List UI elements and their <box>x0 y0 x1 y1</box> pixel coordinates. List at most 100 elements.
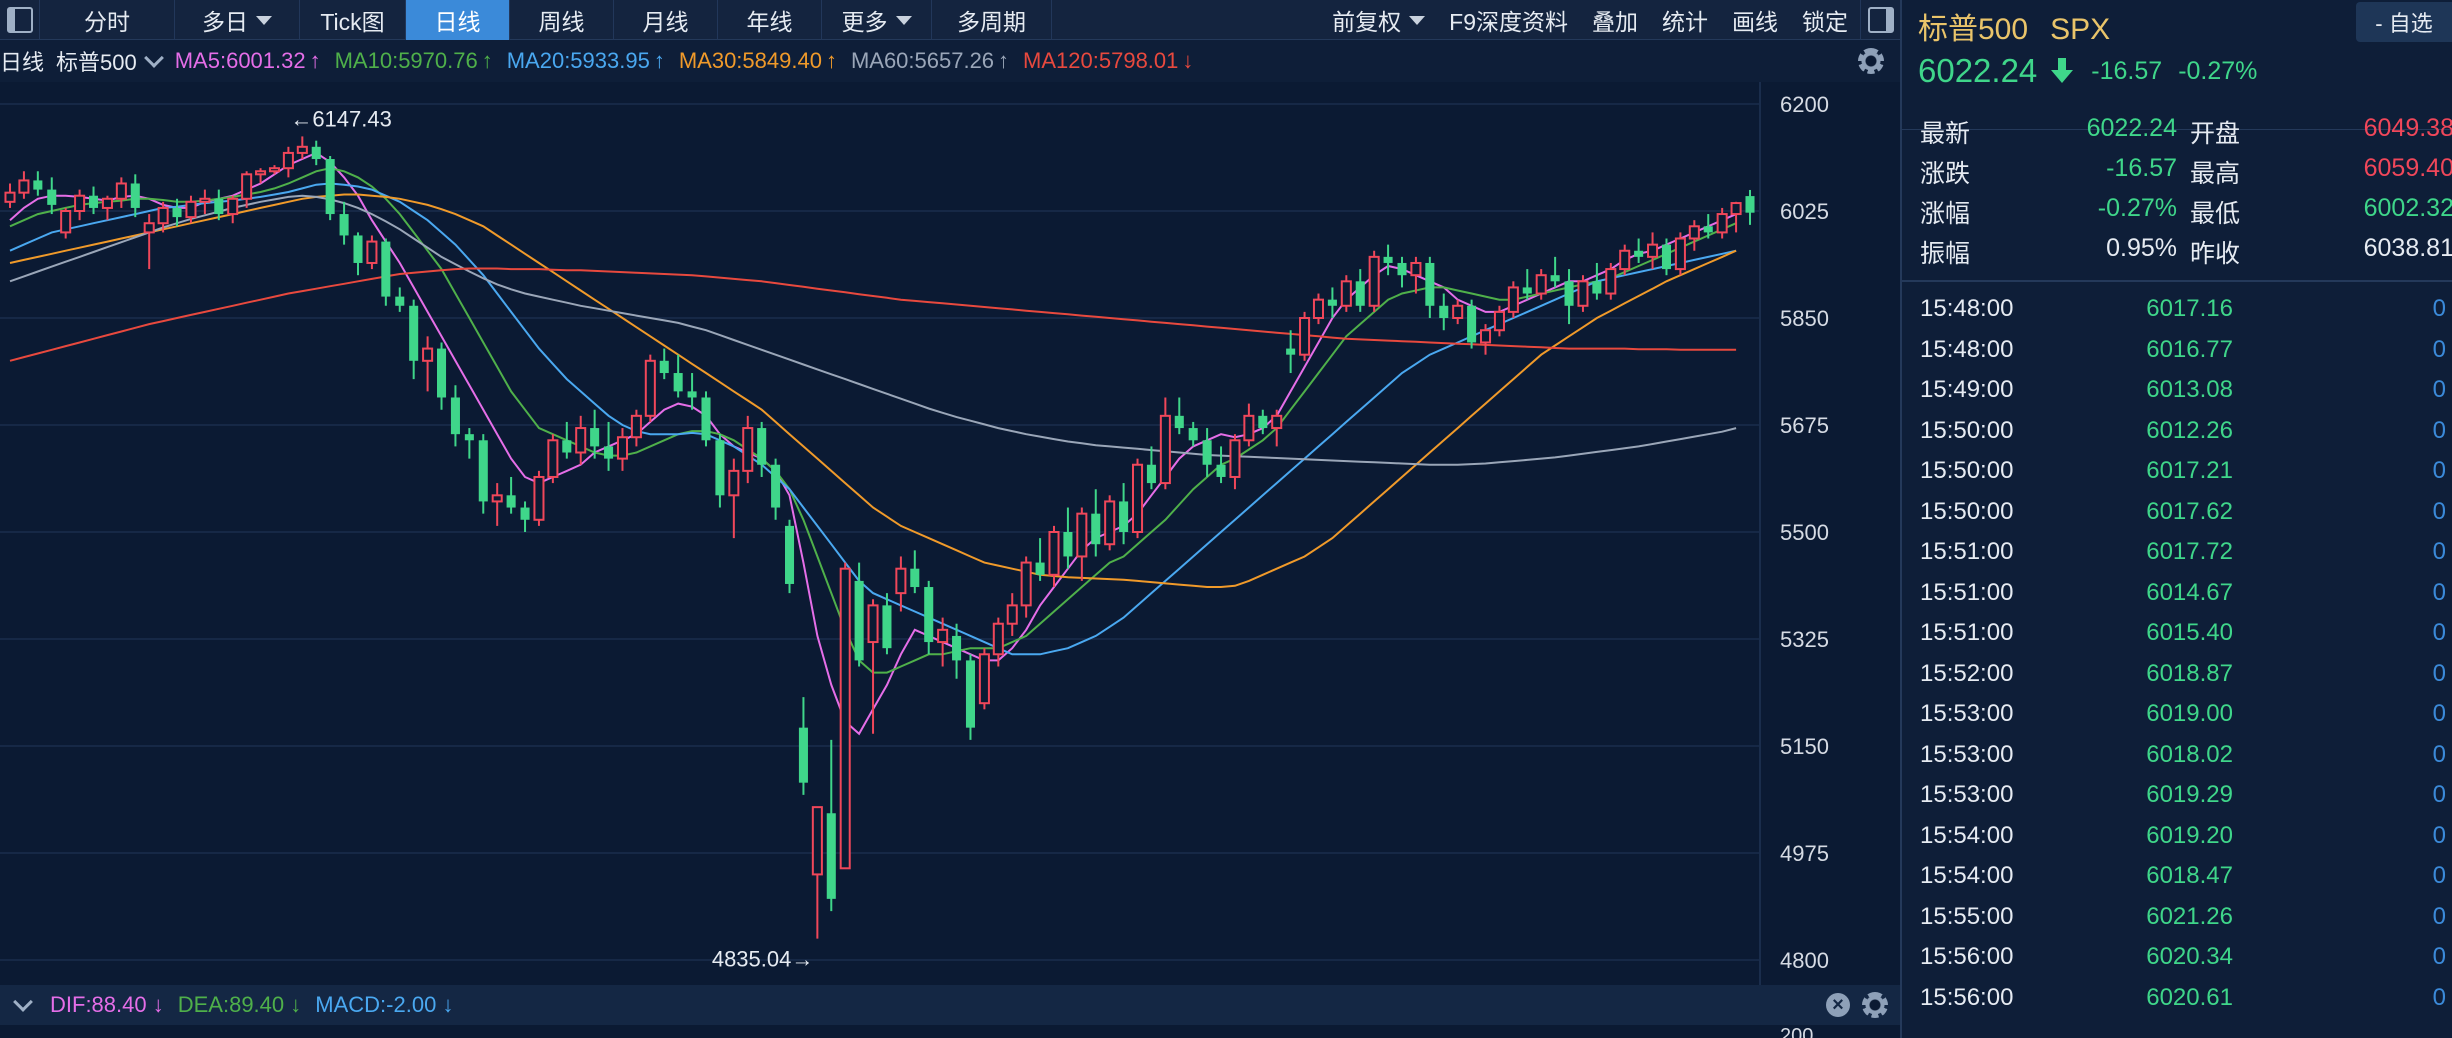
stat-l2: 开盘 <box>2190 120 2241 148</box>
tool-tab-1[interactable]: F9深度资料 <box>1437 0 1580 40</box>
caret-down-icon <box>895 15 912 25</box>
arrow-down-icon <box>2051 58 2074 84</box>
candle-body <box>395 296 405 306</box>
tick-time: 15:53:00 <box>1920 781 2014 808</box>
favorite-button[interactable]: - 自选 <box>2356 2 2452 42</box>
chevron-down-icon[interactable] <box>13 992 33 1012</box>
candle-body <box>630 414 642 439</box>
candle-body <box>1091 513 1101 545</box>
candle-body <box>1493 310 1505 332</box>
tick-price: 6014.67 <box>2146 578 2233 606</box>
tool-tab-3[interactable]: 统计 <box>1650 0 1720 40</box>
candle-body <box>1439 305 1449 318</box>
candle-body <box>199 197 211 203</box>
candle-body <box>924 587 934 643</box>
stat-l1: 涨幅 <box>1920 200 1971 228</box>
tab-8[interactable]: 多周期 <box>932 0 1052 40</box>
candle-body <box>450 397 460 435</box>
candle-body <box>616 436 629 460</box>
candle-body <box>1452 304 1464 319</box>
tick-list[interactable]: 15:48:00 6017.16 0 15:48:00 6016.77 0 15:49:00… <box>1902 290 2452 1019</box>
tab-label: 更多 <box>841 9 888 35</box>
candle-body <box>520 507 530 520</box>
tick-time: 15:50:00 <box>1920 416 2014 444</box>
tab-2[interactable]: Tick图 <box>300 0 406 40</box>
chevron-down-icon[interactable] <box>143 48 164 68</box>
tool-tab-0[interactable]: 前复权 <box>1320 0 1437 40</box>
candle-body <box>562 440 572 453</box>
candle-body <box>1507 286 1519 313</box>
tab-7[interactable]: 更多 <box>822 0 932 40</box>
candle-body <box>1368 255 1380 307</box>
dea-value: DEA:89.40 ↓ <box>177 992 302 1017</box>
candle-body <box>1188 428 1198 441</box>
candle-body <box>590 428 600 447</box>
gear-icon[interactable] <box>1862 992 1888 1018</box>
price-change: -16.57 <box>2091 56 2163 85</box>
tab-4[interactable]: 周线 <box>510 0 614 40</box>
candle-body <box>1592 281 1602 294</box>
candle-body <box>1647 243 1659 258</box>
quote-name: 标普500 <box>1918 13 2029 46</box>
candle-body <box>478 440 488 502</box>
candle-body <box>952 635 962 661</box>
candle-body <box>811 806 823 876</box>
close-icon[interactable]: × <box>1826 993 1850 1017</box>
tab-label: 分时 <box>84 9 130 35</box>
toggle-left-panel-icon[interactable] <box>0 0 40 40</box>
tick-row: 15:56:00 6020.34 0 <box>1902 938 2452 979</box>
tick-row: 15:51:00 6014.67 0 <box>1902 574 2452 615</box>
kline-chart[interactable]: 6200 6025 5850 5675 5500 5325 5150 4975 4800 ←614… <box>0 82 1900 985</box>
candle-body <box>937 628 949 644</box>
tool-tab-label: 画线 <box>1732 9 1778 35</box>
candle-body <box>1006 604 1018 625</box>
candle-body <box>268 167 281 173</box>
tick-time: 15:51:00 <box>1920 619 2014 646</box>
stat-v2: 6002.32 <box>2363 194 2452 222</box>
candle-body <box>1619 249 1631 271</box>
tab-0[interactable]: 分时 <box>40 0 175 40</box>
price-change-pct: -0.27% <box>2178 56 2258 85</box>
ma-legend: 日线 标普500 MA5:6001.32 ↑ MA10:5970.76 ↑ MA20:5… <box>0 40 1900 82</box>
ma-item-1: MA10:5970.76 ↑ <box>334 48 493 73</box>
gear-icon[interactable] <box>1858 48 1884 74</box>
tick-price: 6015.40 <box>2146 619 2233 646</box>
candle-body <box>1522 287 1532 294</box>
candle-body <box>1425 262 1435 306</box>
tick-price: 6018.02 <box>2146 740 2233 768</box>
ma-item-4: MA60:5657.26 ↑ <box>850 48 1010 73</box>
tab-5[interactable]: 月线 <box>614 0 718 40</box>
candle-body <box>33 180 43 190</box>
tool-tab-5[interactable]: 锁定 <box>1790 0 1860 40</box>
ma-item-0: MA5:6001.32 ↑ <box>174 48 321 73</box>
caret-down-icon <box>256 15 272 25</box>
stat-v2: 6059.40 <box>2363 154 2452 182</box>
tab-3[interactable]: 日线 <box>406 0 510 40</box>
tab-1[interactable]: 多日 <box>175 0 300 40</box>
y-tick-label: 5325 <box>1780 627 1829 652</box>
tick-row: 15:53:00 6019.00 0 <box>1902 695 2452 736</box>
tool-tab-2[interactable]: 叠加 <box>1580 0 1650 40</box>
candle-body <box>1327 299 1337 306</box>
candle-body <box>88 195 99 208</box>
tab-label: Tick图 <box>320 9 385 35</box>
tab-6[interactable]: 年线 <box>718 0 822 40</box>
tab-label: 月线 <box>642 9 689 35</box>
tick-time: 15:51:00 <box>1920 538 2014 565</box>
candle-body <box>1119 501 1129 532</box>
stat-l2: 昨收 <box>2190 240 2241 268</box>
candle-body <box>701 397 711 441</box>
toggle-right-panel-icon[interactable] <box>1860 0 1900 40</box>
y-tick-label: 6025 <box>1780 199 1829 224</box>
candle-body <box>1383 256 1393 263</box>
candle-body <box>687 391 697 398</box>
ma-item-5: MA120:5798.01 ↓ <box>1023 48 1194 73</box>
dif-value: DIF:88.40 ↓ <box>50 992 164 1017</box>
candle-body <box>1174 415 1184 429</box>
tool-tab-4[interactable]: 画线 <box>1720 0 1790 40</box>
y-tick-label: 5850 <box>1780 306 1829 331</box>
candle-body <box>130 183 140 208</box>
candle-body <box>1312 298 1325 320</box>
period-label: 日线 <box>0 50 45 75</box>
divider <box>1902 280 2452 282</box>
